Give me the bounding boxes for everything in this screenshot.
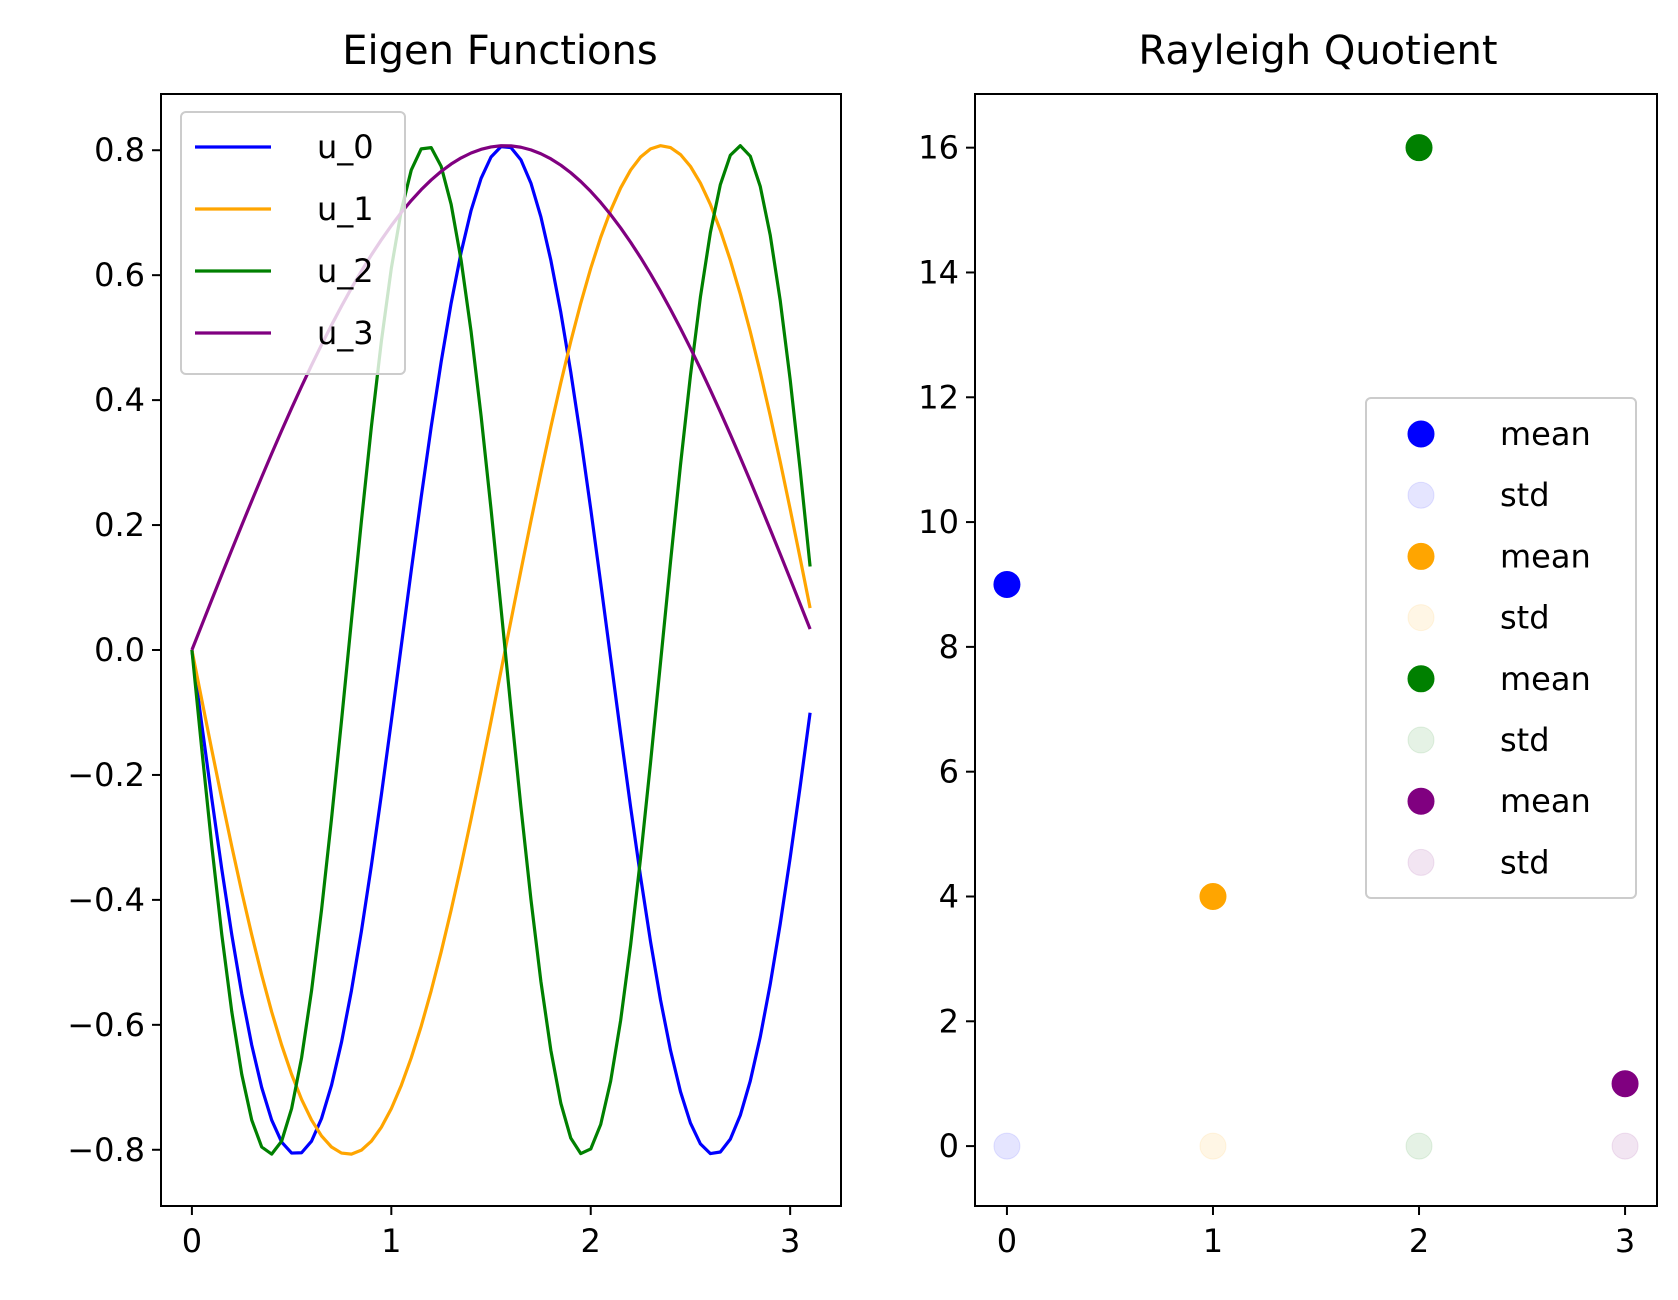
y-tick-label: 8 — [939, 628, 959, 666]
legend-marker-std — [1407, 481, 1435, 509]
y-tick-label: 0.0 — [94, 631, 145, 669]
y-tick-label: 0 — [939, 1127, 959, 1165]
x-tick-label: 0 — [997, 1222, 1017, 1260]
eigen-functions-series — [190, 144, 812, 1156]
eigen-functions-ticks: 0 1 2 3 −0.8 −0.6 −0.4 −0.2 0.0 0.2 0.4 0.6 0.8 — [67, 131, 800, 1260]
legend-label-std: std — [1500, 721, 1550, 759]
y-tick-label: 0.4 — [94, 381, 145, 419]
scatter-point-mean — [993, 570, 1021, 598]
y-tick-label: 0.8 — [94, 131, 145, 169]
legend-marker-mean — [1407, 665, 1435, 693]
legend-frame — [1365, 397, 1637, 899]
series-line-u-3 — [190, 144, 812, 651]
y-tick-label: 0.2 — [94, 506, 145, 544]
y-tick-label: 12 — [918, 378, 959, 416]
y-tick-label: −0.8 — [67, 1131, 145, 1169]
legend-label-mean: mean — [1500, 660, 1591, 698]
legend-label-std: std — [1500, 599, 1550, 637]
y-tick-label: 6 — [939, 753, 959, 791]
legend-label-u-0: u_0 — [317, 128, 374, 166]
legend-label-u-1: u_1 — [317, 190, 374, 228]
legend-label-std: std — [1500, 476, 1550, 514]
y-tick-label: 10 — [918, 503, 959, 541]
legend-label-std: std — [1500, 843, 1550, 881]
series-line-u-1 — [190, 144, 812, 1156]
y-tick-label: −0.6 — [67, 1006, 145, 1044]
rayleigh-quotient-title: Rayleigh Quotient — [1138, 28, 1497, 74]
legend-frame — [180, 111, 406, 375]
legend-marker-std — [1407, 848, 1435, 876]
rayleigh-quotient-legend: mean std mean std mean std mean std — [1365, 397, 1637, 899]
scatter-point-std — [1405, 1132, 1433, 1160]
eigen-functions-legend: u_0 u_1 u_2 u_3 — [180, 111, 406, 375]
scatter-point-std — [1611, 1132, 1639, 1160]
legend-label-mean: mean — [1500, 537, 1591, 575]
scatter-point-mean — [1405, 134, 1433, 162]
rayleigh-quotient-series — [993, 134, 1639, 1160]
legend-marker-mean — [1407, 542, 1435, 570]
y-tick-label: 14 — [918, 253, 959, 291]
x-tick-label: 1 — [381, 1222, 401, 1260]
x-tick-label: 1 — [1203, 1222, 1223, 1260]
legend-label-u-3: u_3 — [317, 314, 374, 352]
scatter-point-mean — [1199, 882, 1227, 910]
y-tick-label: 2 — [939, 1002, 959, 1040]
legend-label-mean: mean — [1500, 415, 1591, 453]
series-line-u-2 — [190, 144, 812, 1156]
x-tick-label: 3 — [780, 1222, 800, 1260]
legend-marker-std — [1407, 726, 1435, 754]
y-tick-label: 0.6 — [94, 256, 145, 294]
legend-label-u-2: u_2 — [317, 252, 374, 290]
x-tick-label: 3 — [1615, 1222, 1635, 1260]
scatter-point-std — [1199, 1132, 1227, 1160]
y-tick-label: 16 — [918, 129, 959, 167]
y-tick-label: 4 — [939, 877, 959, 915]
eigen-functions-panel: Eigen Functions 0 1 2 3−0.8−0.6−0.4−0.20.00… — [67, 28, 842, 1260]
x-tick-label: 2 — [1409, 1222, 1429, 1260]
scatter-point-mean — [1611, 1070, 1639, 1098]
scatter-point-std — [993, 1132, 1021, 1160]
x-tick-label: 2 — [581, 1222, 601, 1260]
legend-marker-mean — [1407, 420, 1435, 448]
y-tick-label: −0.4 — [67, 881, 145, 919]
legend-marker-mean — [1407, 787, 1435, 815]
y-tick-label: −0.2 — [67, 756, 145, 794]
x-tick-label: 0 — [182, 1222, 202, 1260]
legend-label-mean: mean — [1500, 782, 1591, 820]
legend-marker-std — [1407, 604, 1435, 632]
eigen-functions-title: Eigen Functions — [342, 28, 657, 74]
